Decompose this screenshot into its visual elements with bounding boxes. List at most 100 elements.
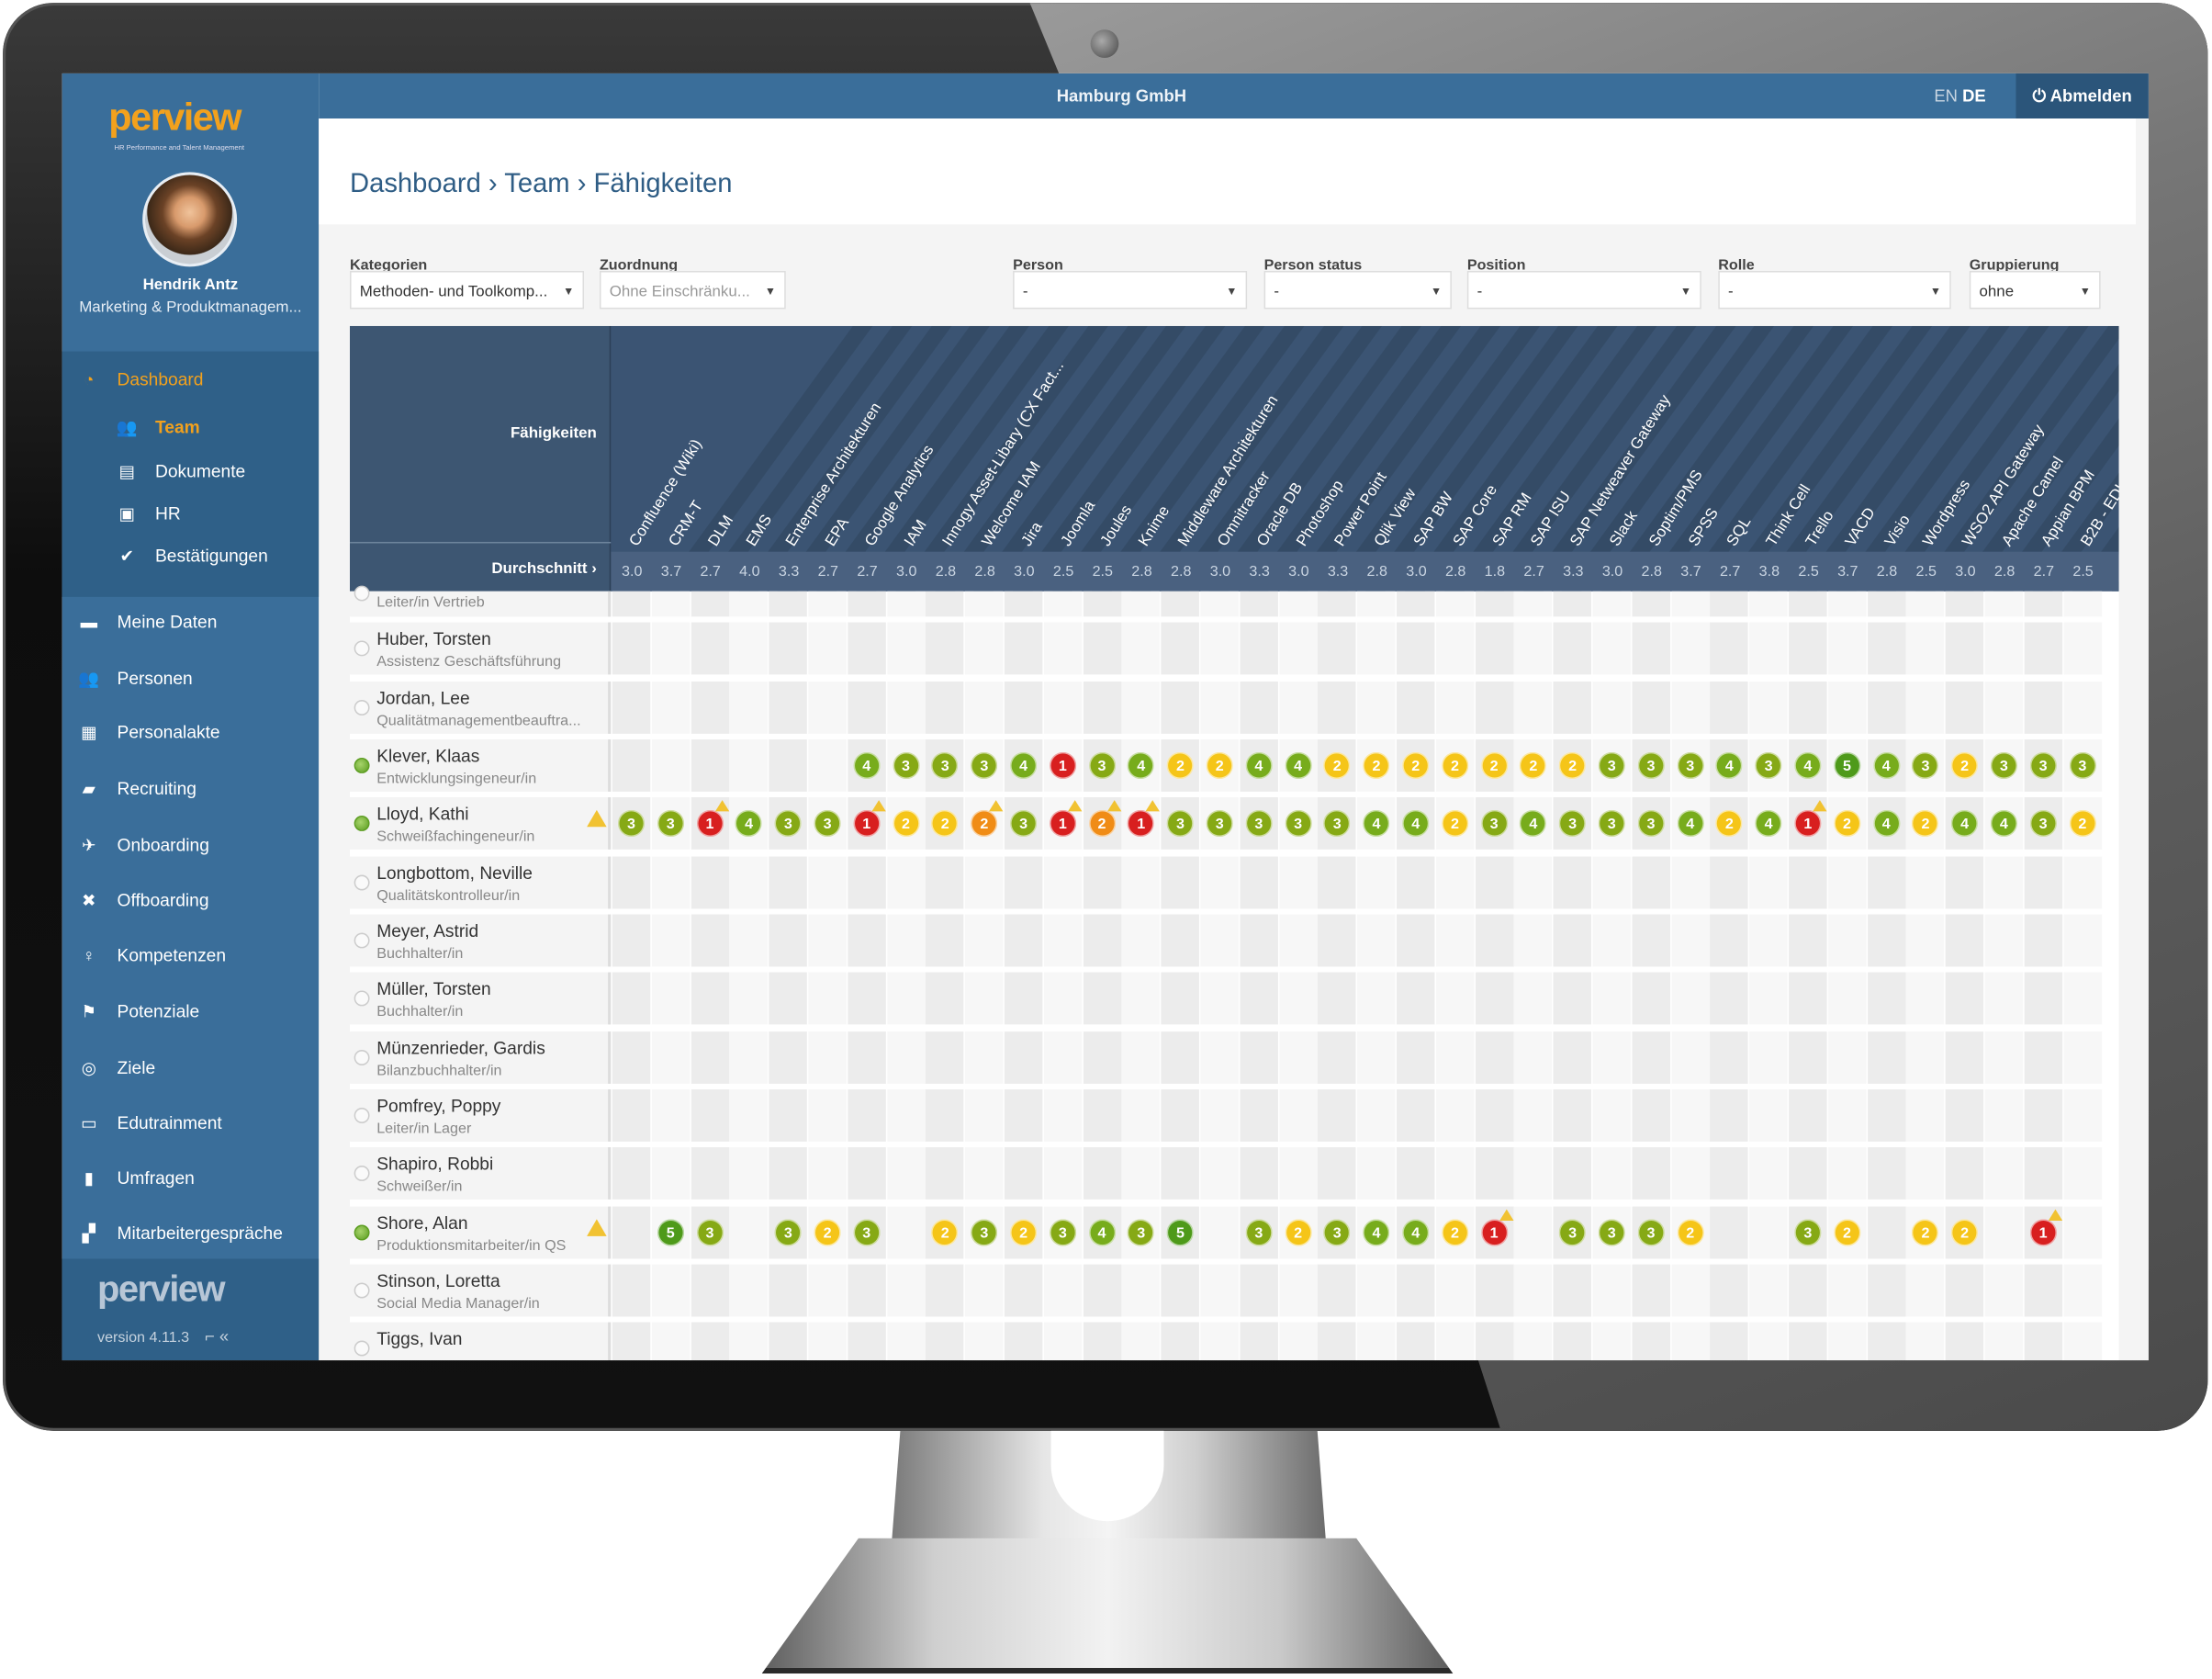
score-cell[interactable]: [1592, 1147, 1632, 1200]
score-cell[interactable]: [1984, 1206, 2024, 1259]
score-cell[interactable]: [848, 972, 886, 1025]
score-cell[interactable]: [886, 1031, 926, 1084]
score-cell[interactable]: [612, 914, 651, 967]
score-cell[interactable]: [1043, 622, 1083, 675]
score-cell[interactable]: [1867, 1089, 1905, 1142]
score-cell[interactable]: [1592, 1322, 1632, 1361]
score-cell[interactable]: 1: [691, 797, 729, 850]
score-cell[interactable]: [1945, 972, 1984, 1025]
score-cell[interactable]: [1632, 1089, 1670, 1142]
score-cell[interactable]: 3: [2024, 797, 2062, 850]
score-cell[interactable]: [1161, 1322, 1200, 1361]
score-cell[interactable]: [1670, 1147, 1710, 1200]
score-cell[interactable]: [691, 1322, 729, 1361]
score-cell[interactable]: [1435, 1031, 1475, 1084]
score-cell[interactable]: [1357, 1031, 1396, 1084]
person-cell[interactable]: Leiter/in Vertrieb: [350, 585, 612, 617]
score-cell[interactable]: [1906, 622, 1945, 675]
score-cell[interactable]: 4: [1396, 797, 1435, 850]
score-cell[interactable]: [1435, 1322, 1475, 1361]
score-cell[interactable]: [808, 1322, 847, 1361]
score-cell[interactable]: [808, 914, 847, 967]
score-cell[interactable]: [729, 682, 769, 734]
score-cell[interactable]: [1161, 972, 1200, 1025]
score-cell[interactable]: [1632, 972, 1670, 1025]
score-cell[interactable]: [1592, 682, 1632, 734]
score-cell[interactable]: [1867, 1147, 1905, 1200]
score-cell[interactable]: [651, 622, 690, 675]
score-cell[interactable]: [1357, 856, 1396, 909]
score-cell[interactable]: [1240, 914, 1278, 967]
score-cell[interactable]: [1984, 856, 2024, 909]
person-name[interactable]: Shore, Alan: [376, 1213, 468, 1234]
score-cell[interactable]: [2063, 1147, 2102, 1200]
score-cell[interactable]: [1945, 1089, 1984, 1142]
person-cell[interactable]: Shapiro, Robbi Schweißer/in: [350, 1147, 612, 1200]
score-cell[interactable]: [1004, 1031, 1043, 1084]
score-cell[interactable]: [1200, 972, 1239, 1025]
score-cell[interactable]: [1789, 1089, 1827, 1142]
score-cell[interactable]: [1396, 1264, 1435, 1317]
score-cell[interactable]: 2: [1553, 739, 1592, 792]
score-cell[interactable]: [691, 856, 729, 909]
score-cell[interactable]: [965, 682, 1004, 734]
score-cell[interactable]: [729, 1322, 769, 1361]
score-cell[interactable]: [691, 1089, 729, 1142]
score-cell[interactable]: 3: [1318, 797, 1357, 850]
score-cell[interactable]: [1670, 856, 1710, 909]
score-cell[interactable]: [1867, 972, 1905, 1025]
sidebar-item-edutrainment[interactable]: ▭ Edutrainment: [62, 1099, 320, 1147]
score-cell[interactable]: 3: [1984, 739, 2024, 792]
score-cell[interactable]: [1004, 591, 1043, 617]
filter-select-kategorien[interactable]: Methoden- und Toolkomp... ▼: [350, 270, 585, 310]
score-cell[interactable]: [1161, 682, 1200, 734]
score-cell[interactable]: [1200, 856, 1239, 909]
score-cell[interactable]: [1827, 972, 1867, 1025]
score-cell[interactable]: [1789, 622, 1827, 675]
score-cell[interactable]: [1475, 622, 1513, 675]
score-cell[interactable]: [1396, 972, 1435, 1025]
score-cell[interactable]: [1906, 682, 1945, 734]
score-cell[interactable]: [1984, 1264, 2024, 1317]
score-cell[interactable]: 3: [926, 739, 964, 792]
score-cell[interactable]: 3: [965, 1206, 1004, 1259]
score-cell[interactable]: [1553, 1031, 1592, 1084]
score-cell[interactable]: [729, 972, 769, 1025]
score-cell[interactable]: [1749, 972, 1788, 1025]
score-cell[interactable]: [1043, 1322, 1083, 1361]
score-cell[interactable]: [1240, 682, 1278, 734]
score-cell[interactable]: 3: [965, 739, 1004, 792]
score-cell[interactable]: [1240, 1147, 1278, 1200]
score-cell[interactable]: [926, 856, 964, 909]
score-cell[interactable]: [729, 1206, 769, 1259]
score-cell[interactable]: [1475, 1031, 1513, 1084]
score-cell[interactable]: [651, 1322, 690, 1361]
score-cell[interactable]: [1789, 856, 1827, 909]
score-cell[interactable]: [1749, 1206, 1788, 1259]
score-cell[interactable]: [1710, 682, 1749, 734]
score-cell[interactable]: [1083, 591, 1121, 617]
person-cell[interactable]: Münzenrieder, Gardis Bilanzbuchhalter/in: [350, 1031, 612, 1084]
score-cell[interactable]: [1632, 1031, 1670, 1084]
score-cell[interactable]: [926, 972, 964, 1025]
score-cell[interactable]: [1670, 1264, 1710, 1317]
score-cell[interactable]: [1945, 1322, 1984, 1361]
score-cell[interactable]: [1043, 856, 1083, 909]
score-cell[interactable]: 3: [886, 739, 926, 792]
score-cell[interactable]: 2: [2063, 797, 2102, 850]
score-cell[interactable]: [1670, 1089, 1710, 1142]
score-cell[interactable]: [1043, 914, 1083, 967]
score-cell[interactable]: [1514, 1031, 1553, 1084]
person-name[interactable]: Müller, Torsten: [376, 979, 491, 999]
score-cell[interactable]: [1004, 622, 1043, 675]
score-cell[interactable]: [1278, 682, 1318, 734]
score-cell[interactable]: [612, 682, 651, 734]
score-cell[interactable]: [1827, 914, 1867, 967]
score-cell[interactable]: 1: [1789, 797, 1827, 850]
person-cell[interactable]: Lloyd, Kathi Schweißfachingeneur/in: [350, 797, 612, 850]
score-cell[interactable]: [1867, 1322, 1905, 1361]
score-cell[interactable]: [1945, 1031, 1984, 1084]
sidebar-item-team[interactable]: 👥 Team: [62, 403, 320, 451]
score-cell[interactable]: [2063, 622, 2102, 675]
score-cell[interactable]: [1827, 1031, 1867, 1084]
